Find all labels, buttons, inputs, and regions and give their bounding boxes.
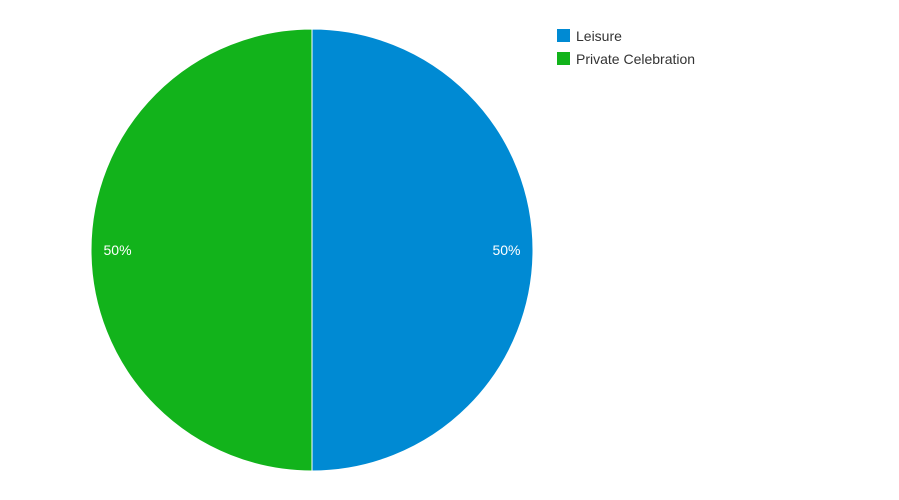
legend-item-leisure[interactable]: Leisure — [557, 24, 695, 47]
pie-slice-leisure[interactable] — [311, 28, 534, 472]
legend-label-leisure: Leisure — [576, 27, 622, 44]
pie-slice-private-celebration[interactable] — [90, 28, 313, 472]
legend-label-private-celebration: Private Celebration — [576, 50, 696, 67]
legend-swatch-leisure — [557, 29, 570, 42]
chart-legend: Leisure Private Celebration — [557, 24, 695, 70]
pie-label-private-celebration: 50% — [104, 242, 132, 258]
legend-item-private-celebration[interactable]: Private Celebration — [557, 47, 695, 70]
pie-label-leisure: 50% — [492, 242, 520, 258]
legend-swatch-private-celebration — [557, 52, 570, 65]
